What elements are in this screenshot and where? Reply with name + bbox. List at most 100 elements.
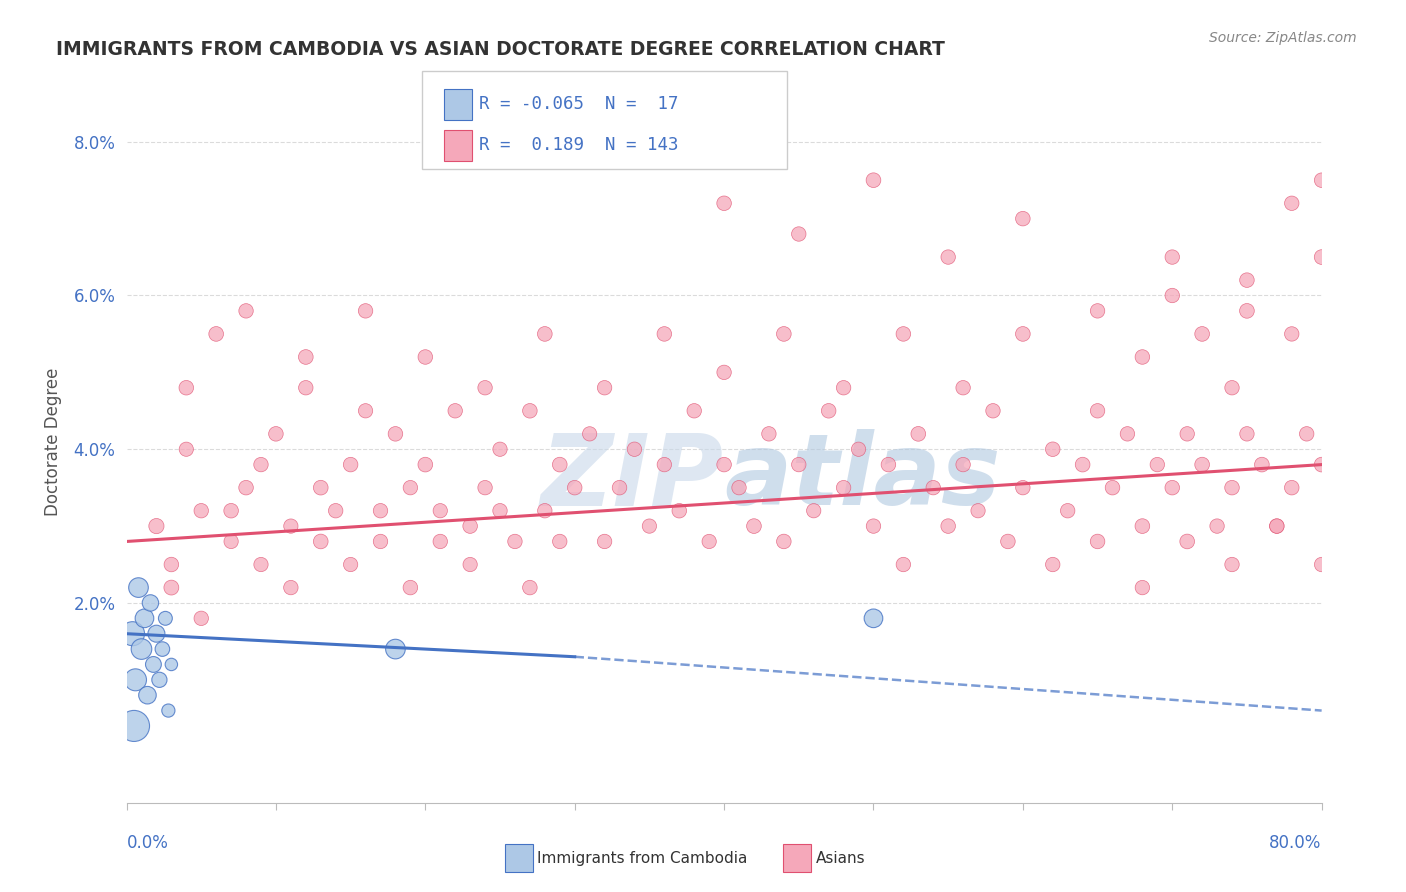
Point — [758, 426, 780, 441]
Point — [773, 534, 796, 549]
Point — [235, 481, 257, 495]
Point — [1281, 196, 1303, 211]
Point — [1310, 458, 1333, 472]
Point — [1236, 273, 1258, 287]
Point — [803, 504, 825, 518]
Point — [1087, 534, 1109, 549]
Point — [1130, 581, 1153, 595]
Point — [832, 481, 855, 495]
Text: Source: ZipAtlas.com: Source: ZipAtlas.com — [1209, 31, 1357, 45]
Point — [1236, 426, 1258, 441]
Point — [1265, 519, 1288, 533]
Text: R =  0.189  N = 143: R = 0.189 N = 143 — [479, 136, 679, 154]
Point — [190, 504, 212, 518]
Point — [534, 504, 557, 518]
Point — [1191, 326, 1213, 341]
Text: IMMIGRANTS FROM CAMBODIA VS ASIAN DOCTORATE DEGREE CORRELATION CHART: IMMIGRANTS FROM CAMBODIA VS ASIAN DOCTOR… — [56, 40, 945, 59]
Point — [136, 688, 159, 702]
Point — [981, 404, 1004, 418]
Point — [1011, 326, 1033, 341]
Point — [160, 657, 183, 672]
Point — [877, 458, 900, 472]
Point — [922, 481, 945, 495]
Point — [219, 504, 242, 518]
Point — [1161, 250, 1184, 264]
Point — [997, 534, 1019, 549]
Point — [787, 227, 810, 241]
Point — [309, 534, 332, 549]
Point — [1220, 558, 1243, 572]
Point — [713, 365, 735, 379]
Point — [250, 458, 273, 472]
Point — [174, 442, 197, 457]
Point — [294, 350, 316, 364]
Point — [578, 426, 600, 441]
Point — [294, 381, 316, 395]
Point — [893, 558, 915, 572]
Text: 80.0%: 80.0% — [1270, 834, 1322, 852]
Point — [124, 673, 146, 687]
Point — [548, 458, 571, 472]
Point — [160, 581, 183, 595]
Point — [1265, 519, 1288, 533]
Point — [264, 426, 287, 441]
Point — [134, 611, 156, 625]
Point — [1236, 304, 1258, 318]
Point — [145, 626, 167, 640]
Point — [652, 458, 675, 472]
Point — [848, 442, 870, 457]
Point — [668, 504, 690, 518]
Point — [489, 442, 512, 457]
Point — [415, 350, 437, 364]
Point — [370, 504, 392, 518]
Point — [250, 558, 273, 572]
Point — [503, 534, 526, 549]
Point — [384, 642, 406, 657]
Point — [370, 534, 392, 549]
Point — [697, 534, 720, 549]
Point — [564, 481, 586, 495]
Point — [235, 304, 257, 318]
Point — [534, 326, 557, 341]
Point — [1071, 458, 1094, 472]
Point — [862, 611, 884, 625]
Point — [339, 458, 361, 472]
Point — [354, 404, 377, 418]
Point — [1161, 481, 1184, 495]
Point — [713, 196, 735, 211]
Point — [548, 534, 571, 549]
Point — [1161, 288, 1184, 302]
Point — [429, 534, 451, 549]
Point — [1295, 426, 1317, 441]
Point — [121, 626, 143, 640]
Point — [1116, 426, 1139, 441]
Point — [174, 381, 197, 395]
Point — [219, 534, 242, 549]
Point — [832, 381, 855, 395]
Text: Asians: Asians — [815, 851, 865, 865]
Text: atlas: atlas — [724, 429, 1001, 526]
Point — [399, 481, 422, 495]
Point — [817, 404, 839, 418]
Point — [952, 458, 974, 472]
Point — [907, 426, 929, 441]
Point — [339, 558, 361, 572]
Point — [623, 442, 645, 457]
Point — [1056, 504, 1078, 518]
Point — [354, 304, 377, 318]
Point — [444, 404, 467, 418]
Point — [936, 519, 959, 533]
Point — [1281, 481, 1303, 495]
Point — [683, 404, 706, 418]
Point — [1206, 519, 1229, 533]
Text: R = -0.065  N =  17: R = -0.065 N = 17 — [479, 95, 679, 113]
Point — [160, 558, 183, 572]
Point — [893, 326, 915, 341]
Point — [742, 519, 765, 533]
Point — [1175, 426, 1198, 441]
Point — [458, 558, 481, 572]
Point — [593, 534, 616, 549]
Point — [787, 458, 810, 472]
Point — [1310, 250, 1333, 264]
Point — [519, 404, 541, 418]
